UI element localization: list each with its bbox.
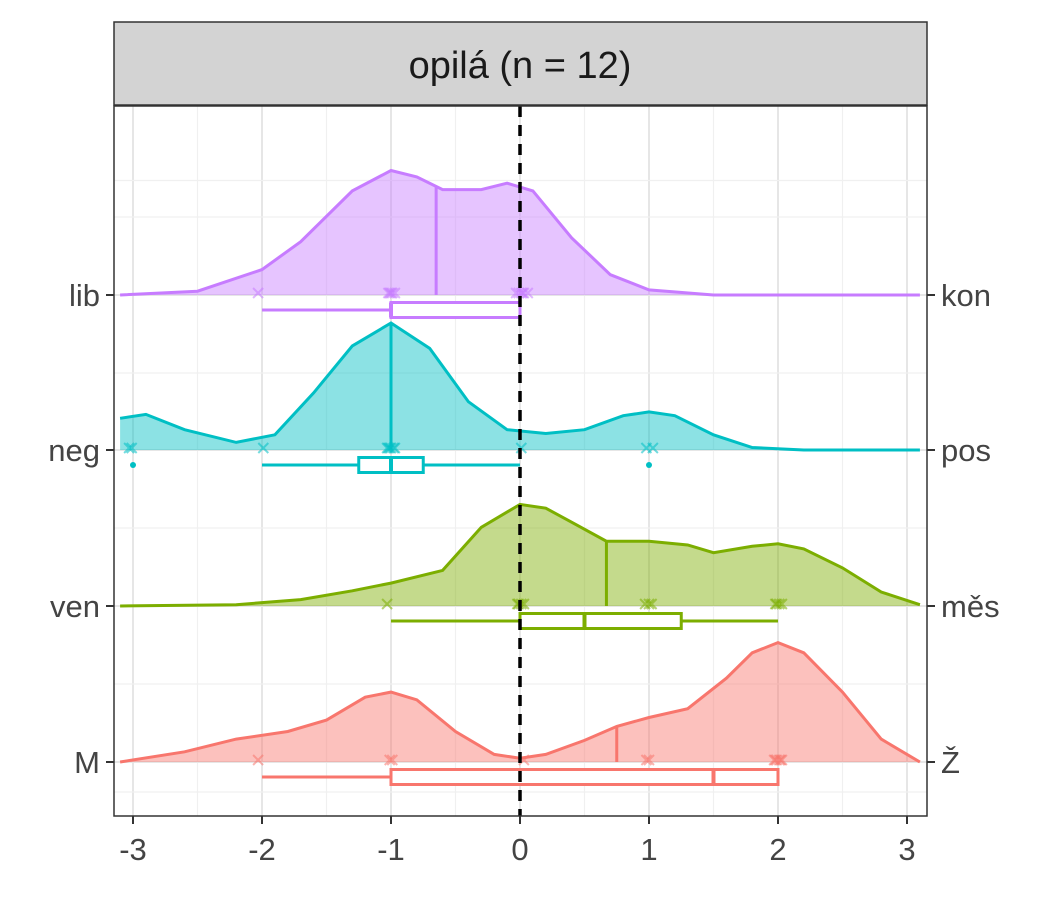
data-point (640, 442, 653, 454)
box-iqr (389, 301, 522, 319)
x-tick-label: 0 (511, 832, 528, 867)
data-point (386, 754, 399, 766)
axes: -3 -2 -1 0 1 2 3 lib kon neg pos ven měs M Ž (48, 278, 999, 867)
data-point (383, 442, 396, 454)
density-area (120, 323, 920, 450)
box-outlier (646, 462, 652, 468)
data-point (257, 442, 270, 454)
data-point (125, 442, 138, 454)
row-ven (120, 502, 921, 630)
data-point (522, 287, 534, 299)
data-point (381, 598, 393, 610)
data-point (639, 598, 651, 610)
data-point (383, 754, 396, 766)
box-iqr (518, 612, 683, 630)
y-label-right: pos (941, 433, 991, 468)
y-label-right: Ž (941, 745, 960, 780)
box-outlier (130, 462, 136, 468)
cloud-rows (119, 168, 921, 786)
strip-title: opilá (n = 12) (409, 45, 632, 87)
data-point (123, 442, 135, 454)
data-point (643, 598, 655, 610)
x-tick-label: 1 (640, 832, 657, 867)
data-point (643, 754, 655, 766)
x-tick-label: -1 (377, 832, 405, 867)
density-area (120, 504, 920, 606)
data-point (769, 598, 782, 610)
data-point (773, 598, 786, 610)
data-point (773, 754, 786, 766)
x-tick-label: 2 (769, 832, 786, 867)
row-lib (120, 168, 920, 319)
density-area (120, 642, 920, 762)
data-point (769, 754, 782, 766)
density-outline (119, 640, 921, 764)
x-tick-label: -3 (119, 832, 147, 867)
data-point (381, 442, 393, 454)
density-outline (120, 168, 920, 297)
y-label-left: M (74, 745, 100, 780)
data-point (382, 287, 395, 299)
data-point (512, 287, 525, 299)
density-area (120, 170, 920, 295)
data-point (640, 754, 653, 766)
box-iqr (389, 768, 780, 786)
y-label-right: měs (941, 589, 1000, 624)
data-point (252, 754, 264, 766)
x-tick-label: 3 (898, 832, 915, 867)
data-point (385, 287, 397, 299)
data-point (252, 287, 264, 299)
strip-background (113, 21, 928, 106)
x-tick-label: -2 (248, 832, 276, 867)
row-neg (119, 321, 920, 474)
density-outline (119, 321, 920, 452)
y-label-left: lib (69, 278, 100, 313)
y-label-left: ven (50, 589, 100, 624)
y-label-right: kon (941, 278, 991, 313)
density-outline (120, 502, 921, 608)
y-label-left: neg (48, 433, 100, 468)
row-M (119, 640, 921, 786)
